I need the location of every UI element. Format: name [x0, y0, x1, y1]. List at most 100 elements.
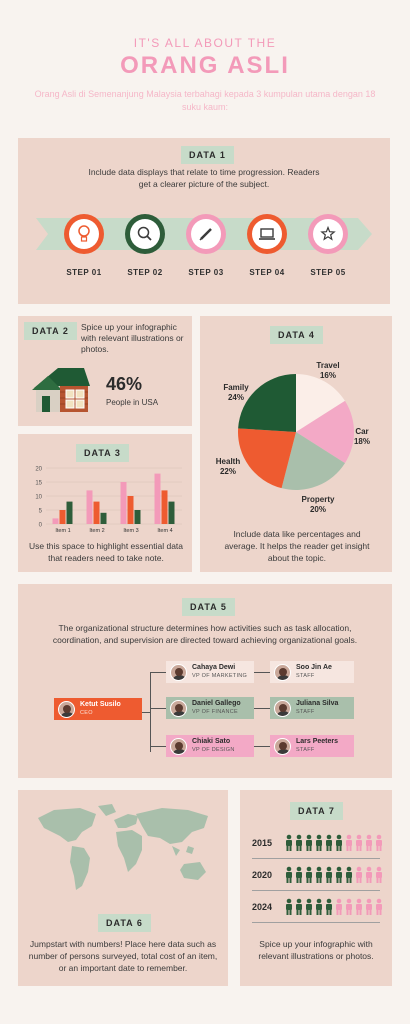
org-name: Cahaya Dewi: [192, 664, 236, 671]
step-label: STEP 02: [127, 268, 163, 277]
bar: [154, 473, 161, 524]
data7-text: Spice up your infographic with relevant …: [258, 939, 374, 961]
pie-value-label: 16%: [320, 371, 336, 380]
year-label: 2024: [252, 902, 273, 912]
data2-card: DATA 2 Spice up your infographic with re…: [18, 316, 192, 426]
org-name: Lars Peeters: [296, 738, 339, 745]
org-role: VP OF FINANCE: [192, 709, 238, 715]
org-name: Daniel Gallego: [192, 700, 241, 707]
org-name: Juliana Silva: [296, 700, 339, 707]
org-connector: [254, 672, 270, 673]
avatar: [58, 700, 75, 718]
org-role: STAFF: [296, 709, 315, 715]
data1-label: DATA 1: [181, 146, 234, 164]
data6-text: Jumpstart with numbers! Place here data …: [28, 939, 218, 973]
data3-card: DATA 3 0 5 10 15 20 Item 1 Item 2 Item 3 Item 4 …: [18, 434, 192, 572]
org-vp-finance[interactable]: Daniel Gallego VP OF FINANCE: [166, 697, 254, 719]
y-tick-label: 15: [35, 481, 42, 487]
data2-stat-label: People in USA: [106, 398, 159, 407]
pie-slice: [238, 374, 296, 432]
step-label: STEP 03: [188, 268, 224, 277]
y-tick-label: 20: [35, 467, 42, 473]
org-connector: [254, 708, 270, 709]
bar: [86, 490, 93, 524]
org-connector: [150, 672, 151, 752]
person-icon: [296, 866, 302, 883]
org-staff-1[interactable]: Soo Jin Ae STAFF: [270, 661, 354, 683]
person-icon: [346, 834, 352, 851]
org-role: VP OF DESIGN: [192, 747, 235, 753]
x-tick-label: Item 4: [157, 528, 172, 534]
org-staff-3[interactable]: Lars Peeters STAFF: [270, 735, 354, 757]
x-tick-label: Item 3: [123, 528, 138, 534]
org-connector: [142, 712, 150, 713]
org-connector: [150, 672, 166, 673]
person-icon: [376, 834, 382, 851]
pie-slice: [281, 432, 345, 491]
org-role: STAFF: [296, 747, 315, 753]
person-icon: [316, 898, 322, 915]
data7-card: DATA 7 2015 2020 2024 Spice up your infogr…: [240, 790, 392, 986]
person-icon: [326, 834, 332, 851]
world-map-icon: [38, 804, 208, 890]
person-icon: [306, 866, 312, 883]
data2-stat: 46%: [106, 374, 143, 394]
step-label: STEP 05: [310, 268, 346, 277]
pie-slice: [296, 400, 355, 464]
person-icon: [376, 898, 382, 915]
person-icon: [296, 834, 302, 851]
bar: [134, 510, 141, 524]
org-vp-marketing[interactable]: Cahaya Dewi VP OF MARKETING: [166, 661, 254, 683]
page-title: ORANG ASLI: [120, 52, 290, 79]
person-icon: [376, 866, 382, 883]
person-icon: [356, 898, 362, 915]
data1-text: Include data displays that relate to tim…: [88, 167, 320, 189]
pencil-icon: [186, 214, 226, 254]
person-icon: [346, 866, 352, 883]
x-tick-label: Item 1: [55, 528, 70, 534]
org-role: CEO: [80, 710, 93, 716]
person-icon: [346, 898, 352, 915]
person-icon: [356, 866, 362, 883]
laptop-icon: [247, 214, 287, 254]
pie-label: Travel: [316, 361, 339, 370]
data2-text: Spice up your infographic with relevant …: [81, 322, 184, 354]
person-icon: [326, 898, 332, 915]
data4-label: DATA 4: [270, 326, 323, 344]
avatar: [274, 737, 291, 755]
y-tick-label: 0: [39, 523, 43, 529]
person-icon: [366, 866, 372, 883]
avatar: [274, 699, 291, 717]
divider: [252, 922, 380, 923]
x-tick-label: Item 2: [89, 528, 104, 534]
bar: [52, 518, 59, 524]
y-tick-label: 5: [39, 509, 43, 515]
lightbulb-icon: [64, 214, 104, 254]
avatar: [274, 663, 291, 681]
pie-slice: [296, 374, 345, 432]
bar: [127, 496, 134, 524]
person-icon: [296, 898, 302, 915]
header-kicker: IT'S ALL ABOUT THE: [133, 36, 277, 50]
people-icon-row: [286, 866, 382, 883]
year-label: 2020: [252, 870, 273, 880]
pie-label: Family: [223, 383, 249, 392]
pie-value-label: 24%: [228, 393, 244, 402]
pie-label: Car: [355, 427, 368, 436]
person-icon: [316, 866, 322, 883]
bar: [168, 501, 175, 524]
data3-bar-chart: 0 5 10 15 20 Item 1 Item 2 Item 3 Item 4: [35, 467, 182, 534]
data1-card: DATA 1 Include data displays that relate…: [18, 138, 390, 304]
org-name: Ketut Susilo: [80, 701, 121, 708]
pie-slice: [237, 428, 296, 489]
step-label: STEP 04: [249, 268, 285, 277]
org-ceo[interactable]: Ketut Susilo CEO: [54, 698, 142, 720]
org-connector: [150, 708, 166, 709]
org-staff-2[interactable]: Juliana Silva STAFF: [270, 697, 354, 719]
bar: [120, 482, 127, 524]
data6-label: DATA 6: [98, 914, 151, 932]
y-tick-label: 10: [35, 495, 42, 501]
year-label: 2015: [252, 838, 273, 848]
pie-label: Property: [302, 495, 335, 504]
org-vp-design[interactable]: Chiaki Sato VP OF DESIGN: [166, 735, 254, 757]
